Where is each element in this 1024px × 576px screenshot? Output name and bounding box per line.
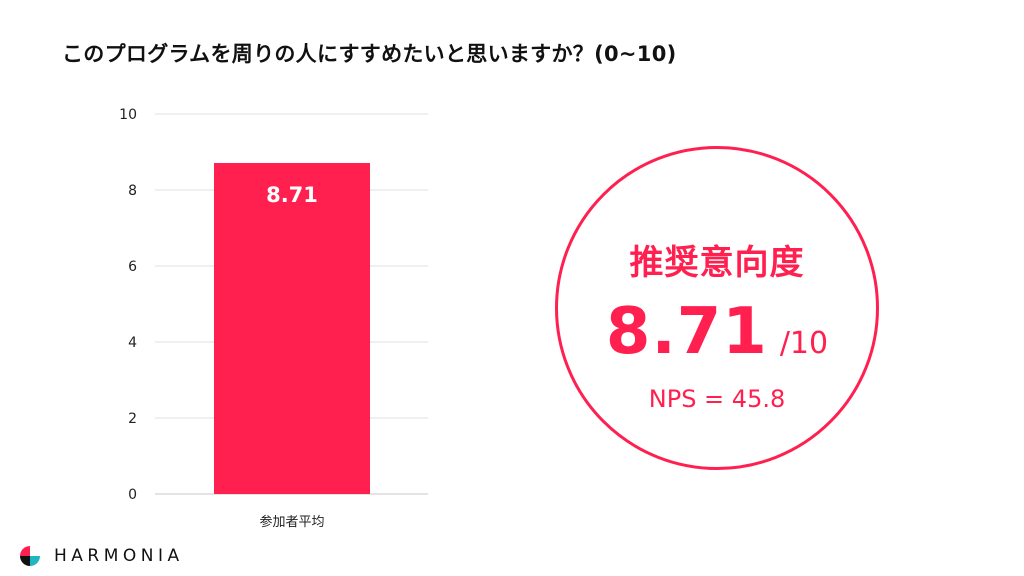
nps-max: /10 xyxy=(779,326,829,361)
harmonia-logo-icon xyxy=(20,546,40,566)
logo-red-arc xyxy=(20,546,30,556)
nps-score: 8.71 xyxy=(605,295,768,369)
logo-teal-arc xyxy=(30,556,40,566)
y-tick-label: 10 xyxy=(119,107,137,123)
bar xyxy=(214,163,370,494)
y-tick-label: 2 xyxy=(128,411,137,427)
x-category-label: 参加者平均 xyxy=(259,514,324,530)
y-tick-label: 8 xyxy=(128,183,137,199)
logo-dark-arc xyxy=(20,556,30,566)
y-tick-label: 6 xyxy=(128,259,137,275)
brand: HARMONIA xyxy=(18,544,184,568)
y-tick-label: 0 xyxy=(128,487,137,503)
bar-data-label: 8.71 xyxy=(266,183,318,207)
y-tick-label: 4 xyxy=(128,335,137,351)
nps-value-text: NPS = 45.8 xyxy=(648,385,786,413)
nps-score-row: 8.71/10 xyxy=(558,295,876,369)
nps-label: 推奨意向度 xyxy=(629,243,805,283)
page-title: このプログラムを周りの人にすすめたいと思いますか？(0~10) xyxy=(62,42,677,66)
brand-name: HARMONIA xyxy=(54,546,184,566)
nps-circle: 推奨意向度 8.71/10 NPS = 45.8 xyxy=(555,146,879,470)
